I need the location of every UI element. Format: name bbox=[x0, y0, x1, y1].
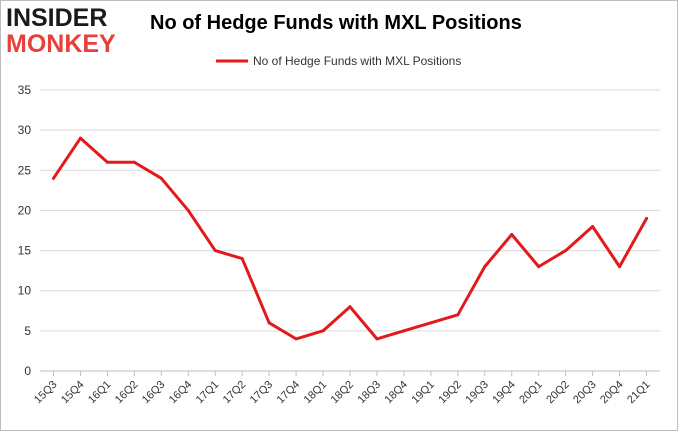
x-tick-label: 18Q3 bbox=[356, 379, 384, 407]
y-tick-label: 25 bbox=[18, 163, 32, 177]
y-tick-label: 0 bbox=[24, 364, 31, 378]
x-tick-label: 16Q2 bbox=[113, 379, 141, 407]
data-point bbox=[564, 249, 568, 253]
x-tick-label: 16Q3 bbox=[140, 379, 168, 407]
data-point bbox=[267, 321, 271, 325]
x-tick-label: 20Q3 bbox=[571, 379, 599, 407]
data-point bbox=[375, 337, 379, 341]
data-point bbox=[402, 329, 406, 333]
y-tick-label: 5 bbox=[24, 324, 31, 338]
x-tick-label: 15Q4 bbox=[59, 379, 87, 407]
x-tick-label: 18Q1 bbox=[302, 379, 330, 407]
x-tick-label: 18Q2 bbox=[329, 379, 357, 407]
logo-line-top: INSIDER bbox=[6, 4, 108, 32]
legend-label: No of Hedge Funds with MXL Positions bbox=[253, 54, 461, 68]
x-tick-label: 15Q3 bbox=[32, 379, 60, 407]
data-point bbox=[213, 249, 217, 253]
data-point bbox=[456, 313, 460, 317]
y-tick-label: 30 bbox=[18, 123, 32, 137]
x-tick-label: 19Q1 bbox=[409, 379, 437, 407]
data-point bbox=[240, 257, 244, 261]
x-tick-label: 18Q4 bbox=[383, 379, 411, 407]
x-tick-label: 19Q3 bbox=[463, 379, 491, 407]
x-tick-label: 20Q4 bbox=[598, 379, 626, 407]
data-point bbox=[483, 265, 487, 269]
y-tick-label: 35 bbox=[18, 83, 32, 97]
y-tick-label: 10 bbox=[18, 284, 32, 298]
y-tick-label: 15 bbox=[18, 244, 32, 258]
series-line-0 bbox=[51, 136, 649, 341]
x-tick-label: 16Q4 bbox=[167, 379, 195, 407]
data-point bbox=[537, 265, 541, 269]
data-point bbox=[618, 265, 622, 269]
chart-title: No of Hedge Funds with MXL Positions bbox=[150, 12, 522, 34]
data-point bbox=[105, 160, 109, 164]
logo-line-bottom: MONKEY bbox=[6, 30, 116, 58]
y-tick-label: 20 bbox=[18, 203, 32, 217]
data-point bbox=[348, 305, 352, 309]
x-tick-label: 17Q2 bbox=[221, 379, 249, 407]
insider-monkey-logo: INSIDER MONKEY bbox=[6, 4, 130, 60]
x-tick-label: 17Q3 bbox=[248, 379, 276, 407]
data-point bbox=[645, 216, 649, 220]
x-tick-label: 16Q1 bbox=[86, 379, 114, 407]
x-tick-label: 19Q2 bbox=[436, 379, 464, 407]
data-point bbox=[294, 337, 298, 341]
x-tick-label: 19Q4 bbox=[490, 379, 518, 407]
data-point bbox=[78, 136, 82, 140]
x-tick-label: 17Q4 bbox=[275, 379, 303, 407]
x-tick-label: 17Q1 bbox=[194, 379, 222, 407]
data-point bbox=[591, 224, 595, 228]
data-point bbox=[321, 329, 325, 333]
data-point bbox=[132, 160, 136, 164]
data-point bbox=[159, 176, 163, 180]
data-point bbox=[186, 208, 190, 212]
data-point bbox=[429, 321, 433, 325]
x-tick-label: 20Q2 bbox=[544, 379, 572, 407]
data-point bbox=[51, 176, 55, 180]
x-tick-label: 21Q1 bbox=[625, 379, 653, 407]
data-point bbox=[510, 233, 514, 237]
x-tick-label: 20Q1 bbox=[517, 379, 545, 407]
